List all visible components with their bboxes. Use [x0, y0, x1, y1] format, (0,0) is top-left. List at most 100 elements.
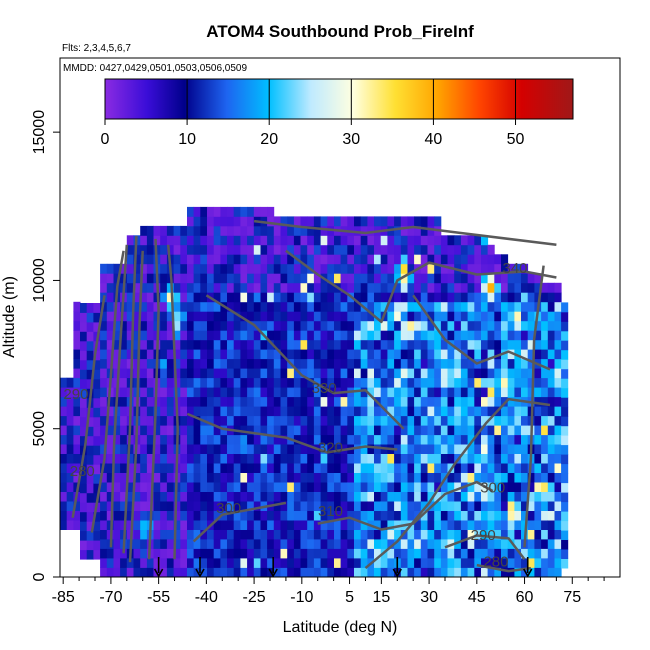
heatmap-cell [427, 311, 435, 322]
heatmap-cell [280, 482, 288, 492]
x-tick-label: -70 [99, 589, 122, 606]
heatmap-cell [146, 273, 154, 284]
heatmap-cell [166, 235, 174, 246]
heatmap-cell [501, 282, 509, 293]
heatmap-cell [280, 254, 288, 265]
heatmap-cell [100, 330, 108, 341]
heatmap-cell [100, 311, 108, 322]
heatmap-cell [507, 539, 515, 549]
heatmap-cell [227, 273, 235, 284]
heatmap-cell [287, 368, 295, 379]
heatmap-cell [400, 263, 408, 274]
heatmap-cell [454, 510, 462, 521]
heatmap-cell [220, 501, 228, 511]
heatmap-cell [454, 320, 462, 331]
heatmap-cell [400, 349, 408, 360]
heatmap-cell [334, 510, 342, 521]
heatmap-cell [387, 235, 395, 246]
heatmap-cell [146, 282, 154, 293]
heatmap-cell [380, 472, 388, 483]
heatmap-cell [360, 311, 368, 322]
heatmap-cell [507, 567, 515, 577]
heatmap-cell [561, 378, 569, 389]
heatmap-cell [287, 311, 295, 322]
heatmap-cell [534, 320, 542, 331]
heatmap-cell [280, 330, 288, 341]
heatmap-cell [494, 463, 502, 473]
heatmap-cell [334, 358, 342, 369]
heatmap-cell [380, 415, 388, 426]
heatmap-cell [180, 320, 188, 331]
heatmap-cell [146, 263, 154, 274]
heatmap-cell [394, 263, 402, 274]
heatmap-cell [280, 491, 288, 502]
heatmap-cell [133, 273, 141, 284]
heatmap-cell [187, 368, 195, 379]
heatmap-cell [327, 292, 335, 303]
heatmap-cell [200, 463, 208, 473]
heatmap-cell [193, 216, 201, 227]
heatmap-cell [60, 415, 68, 426]
heatmap-cell [66, 415, 74, 426]
heatmap-cell [414, 444, 422, 454]
heatmap-cell [287, 387, 295, 398]
heatmap-cell [213, 387, 221, 398]
heatmap-cell [207, 453, 215, 464]
heatmap-cell [160, 539, 168, 549]
heatmap-cell [86, 454, 94, 465]
heatmap-cell [173, 368, 181, 379]
heatmap-cell [300, 349, 308, 360]
heatmap-cell [514, 368, 522, 379]
heatmap-cell [400, 434, 408, 445]
heatmap-cell [100, 548, 108, 559]
heatmap-cell [360, 225, 368, 236]
heatmap-cell [427, 349, 435, 360]
heatmap-cell [187, 330, 195, 341]
heatmap-cell [561, 473, 569, 484]
heatmap-cell [153, 453, 161, 464]
heatmap-cell [374, 539, 382, 549]
heatmap-cell [507, 453, 515, 464]
heatmap-cell [400, 444, 408, 454]
heatmap-cell [247, 510, 255, 521]
heatmap-cell [467, 273, 475, 284]
heatmap-cell [407, 434, 415, 445]
heatmap-cell [467, 558, 475, 568]
heatmap-cell [140, 396, 148, 407]
heatmap-cell [267, 292, 275, 303]
heatmap-cell [260, 339, 268, 350]
heatmap-cell [380, 330, 388, 341]
heatmap-cell [253, 292, 261, 303]
heatmap-cell [146, 339, 154, 350]
heatmap-cell [521, 339, 529, 350]
heatmap-cell [487, 539, 495, 549]
x-tick-label: 15 [372, 589, 390, 606]
heatmap-cell [407, 301, 415, 312]
heatmap-cell [380, 539, 388, 549]
heatmap-cell [273, 558, 281, 568]
heatmap-cell [287, 520, 295, 530]
heatmap-cell [334, 558, 342, 568]
heatmap-cell [106, 320, 114, 331]
heatmap-cell [106, 282, 114, 293]
heatmap-cell [200, 282, 208, 293]
heatmap-cell [146, 463, 154, 473]
heatmap-cell [240, 491, 248, 502]
heatmap-cell [200, 216, 208, 227]
heatmap-cell [340, 529, 348, 540]
heatmap-cell [467, 330, 475, 341]
heatmap-cell [360, 444, 368, 454]
heatmap-cell [100, 567, 108, 577]
heatmap-cell [260, 548, 268, 559]
heatmap-cell [213, 225, 221, 236]
heatmap-cell [554, 529, 562, 540]
heatmap-cell [293, 558, 301, 568]
heatmap-cell [180, 548, 188, 559]
heatmap-cell [240, 558, 248, 568]
heatmap-cell [367, 406, 375, 417]
heatmap-cell [307, 539, 315, 549]
heatmap-cell [467, 263, 475, 274]
heatmap-cell [434, 282, 442, 293]
heatmap-cell [153, 501, 161, 511]
heatmap-cell [300, 510, 308, 521]
